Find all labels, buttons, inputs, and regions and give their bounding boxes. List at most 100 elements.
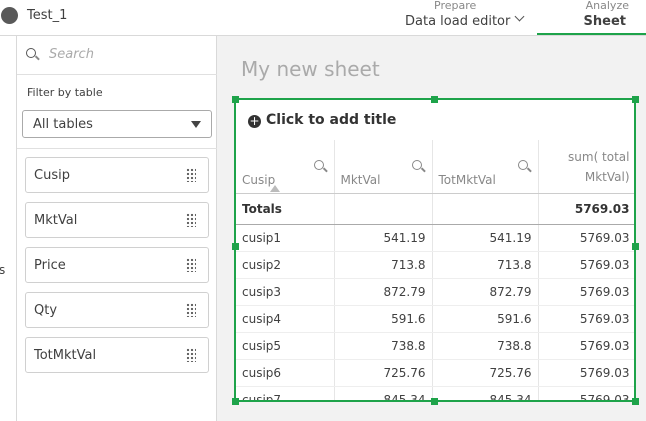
row-label: cusip5 xyxy=(236,332,335,360)
field-item[interactable]: Qty xyxy=(25,292,209,328)
cell: 872.79 xyxy=(334,278,433,306)
filter-label: Filter by table xyxy=(27,86,103,99)
cell: 5769.03 xyxy=(538,251,634,279)
cell: 591.6 xyxy=(432,305,539,333)
drag-handle xyxy=(186,258,196,272)
column-header[interactable]: sum( total MktVal) xyxy=(538,140,634,194)
cell: 738.8 xyxy=(432,332,539,360)
sheet-title[interactable]: My new sheet xyxy=(241,57,380,81)
table-row[interactable]: cusip1 541.19 541.19 5769.03 xyxy=(236,224,634,252)
top-bar: Test_1 Prepare Data load editor Analyze … xyxy=(0,0,646,36)
cell: 591.6 xyxy=(334,305,433,333)
cell xyxy=(334,193,433,225)
resize-handle[interactable] xyxy=(431,398,438,405)
header-label: TotMktVal xyxy=(438,172,496,187)
table-row[interactable]: cusip6 725.76 725.76 5769.03 xyxy=(236,359,634,387)
table-row[interactable]: cusip5 738.8 738.8 5769.03 xyxy=(236,332,634,360)
field-name: TotMktVal xyxy=(34,348,97,363)
cell: 5769.03 xyxy=(538,278,634,306)
row-label: cusip4 xyxy=(236,305,335,333)
cell: 5769.03 xyxy=(538,305,634,333)
cell: 725.76 xyxy=(432,359,539,387)
drag-handle xyxy=(186,303,196,317)
search-placeholder: Search xyxy=(49,47,94,62)
table-row[interactable]: cusip3 872.79 872.79 5769.03 xyxy=(236,278,634,306)
column-header[interactable]: Cusip xyxy=(236,140,335,194)
filter-dropdown[interactable]: All tables xyxy=(22,110,212,138)
totals-label: Totals xyxy=(236,193,335,225)
dropdown-arrow xyxy=(191,121,201,128)
column-header[interactable]: TotMktVal xyxy=(432,140,539,194)
row-label: cusip2 xyxy=(236,251,335,279)
field-name: Qty xyxy=(34,303,58,318)
row-label: cusip7 xyxy=(236,386,335,400)
search-icon xyxy=(517,160,528,170)
prepare-tab[interactable]: Prepare Data load editor xyxy=(400,0,530,36)
column-header[interactable]: MktVal xyxy=(334,140,433,194)
totals-row: Totals 5769.03 xyxy=(236,193,634,225)
cell: 845.34 xyxy=(334,386,433,400)
tab-label: Prepare xyxy=(434,0,477,12)
table-row[interactable]: cusip4 591.6 591.6 5769.03 xyxy=(236,305,634,333)
header-label: Cusip xyxy=(242,172,276,187)
resize-handle[interactable] xyxy=(431,96,438,103)
resize-handle[interactable] xyxy=(632,398,639,405)
drag-handle xyxy=(186,348,196,362)
side-rail: s xyxy=(0,36,17,421)
field-name: Cusip xyxy=(34,168,70,183)
cell: 5769.03 xyxy=(538,359,634,387)
drag-handle xyxy=(186,213,196,227)
tab-value: Sheet xyxy=(583,14,626,29)
field-item[interactable]: Price xyxy=(25,247,209,283)
analyze-tab[interactable]: Analyze Sheet xyxy=(537,0,646,35)
resize-handle[interactable] xyxy=(232,96,239,103)
cell: 725.76 xyxy=(334,359,433,387)
field-item[interactable]: TotMktVal xyxy=(25,337,209,373)
table-row[interactable]: cusip7 845.34 845.34 5769.03 xyxy=(236,386,634,400)
row-label: cusip1 xyxy=(236,224,335,252)
table-object[interactable]: + Click to add title Cusip MktVal TotMktVa… xyxy=(234,98,636,402)
divider xyxy=(17,148,217,149)
header-label: sum( total MktVal) xyxy=(568,149,630,184)
header-label: MktVal xyxy=(340,172,381,187)
field-item[interactable]: Cusip xyxy=(25,157,209,193)
tab-label: Analyze xyxy=(585,0,629,12)
drag-handle xyxy=(186,168,196,182)
resize-handle[interactable] xyxy=(232,243,239,250)
cell: 5769.03 xyxy=(538,332,634,360)
cell: 5769.03 xyxy=(538,386,634,400)
field-name: Price xyxy=(34,258,66,273)
filter-value: All tables xyxy=(33,117,93,132)
cell: 5769.03 xyxy=(538,224,634,252)
resize-handle[interactable] xyxy=(232,398,239,405)
resize-handle[interactable] xyxy=(632,243,639,250)
resize-handle[interactable] xyxy=(632,96,639,103)
field-name: MktVal xyxy=(34,213,78,228)
tab-value: Data load editor xyxy=(405,14,511,29)
row-label: cusip3 xyxy=(236,278,335,306)
sort-indicator xyxy=(270,184,280,192)
object-title[interactable]: Click to add title xyxy=(266,112,397,128)
search-icon xyxy=(26,48,36,58)
side-label: s xyxy=(0,263,6,277)
cell: 738.8 xyxy=(334,332,433,360)
cell: 541.19 xyxy=(334,224,433,252)
data-table: Cusip MktVal TotMktVal sum( total MktVal) To… xyxy=(236,140,634,400)
cell: 872.79 xyxy=(432,278,539,306)
totals-value: 5769.03 xyxy=(538,193,634,225)
search-box[interactable]: Search xyxy=(17,36,217,75)
search-icon xyxy=(313,160,324,170)
cell: 845.34 xyxy=(432,386,539,400)
cell: 713.8 xyxy=(334,251,433,279)
cell: 713.8 xyxy=(432,251,539,279)
cell xyxy=(432,193,539,225)
row-label: cusip6 xyxy=(236,359,335,387)
chevron xyxy=(514,11,525,22)
app-title: Test_1 xyxy=(27,8,68,23)
field-item[interactable]: MktVal xyxy=(25,202,209,238)
menu-button[interactable] xyxy=(1,7,18,24)
search-icon xyxy=(411,160,422,170)
table-row[interactable]: cusip2 713.8 713.8 5769.03 xyxy=(236,251,634,279)
header-row: Cusip MktVal TotMktVal sum( total MktVal) xyxy=(236,140,634,194)
